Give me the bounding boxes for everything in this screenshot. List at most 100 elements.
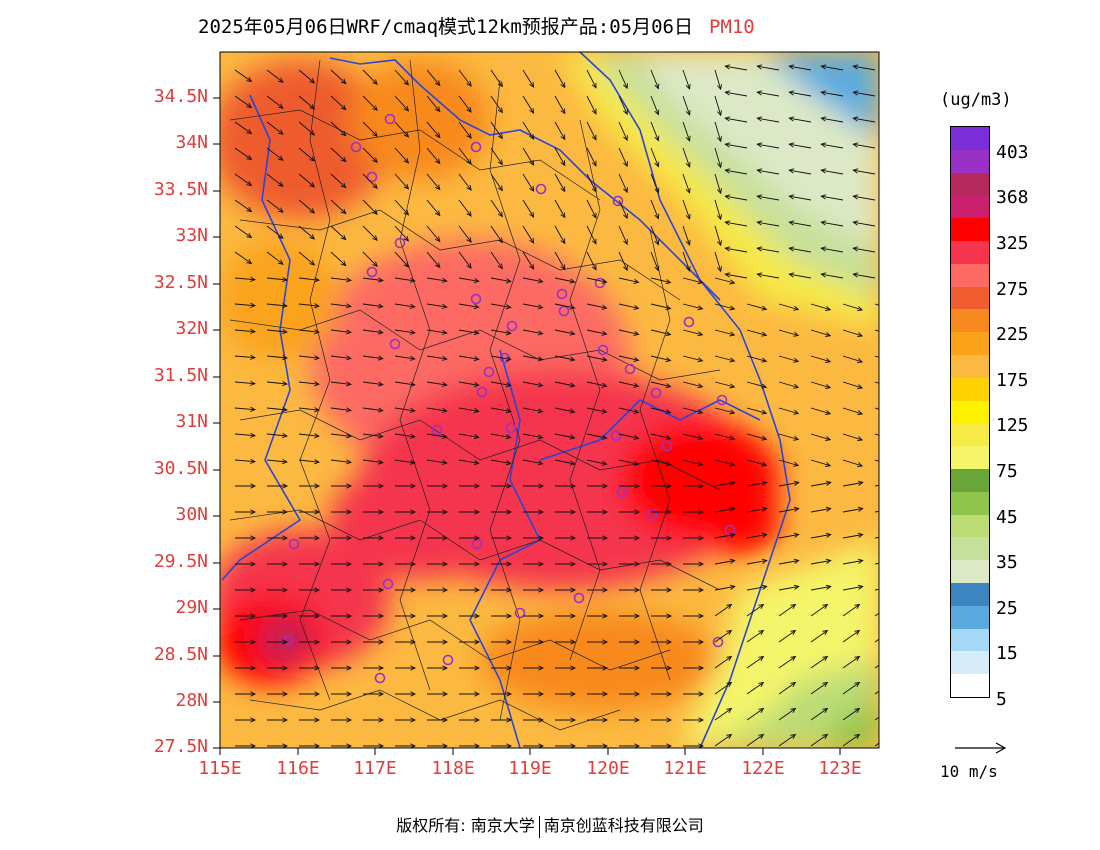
wind-arrow (554, 69, 566, 88)
wind-arrow-head (314, 355, 320, 361)
wind-arrow (874, 433, 879, 436)
wind-arrow-head (857, 358, 864, 364)
wind-arrow (650, 69, 659, 89)
wind-arrow (362, 121, 378, 137)
wind-arrow-head (473, 330, 480, 336)
wind-arrow-head (250, 561, 257, 567)
wind-arrow (842, 586, 863, 591)
wind-arrow-head (666, 587, 673, 593)
wind-arrow-head (340, 130, 347, 137)
wind-arrow-head (569, 330, 576, 336)
wind-arrow (714, 708, 732, 721)
wind-arrow (490, 95, 503, 113)
wind-arrow-head (537, 356, 544, 362)
wind-arrow-head (538, 743, 545, 748)
wind-arrow (362, 199, 378, 215)
wind-arrow (458, 277, 479, 282)
wind-arrow-head (654, 213, 660, 220)
wind-arrow-head (654, 109, 660, 116)
wind-arrow (586, 433, 607, 439)
wind-arrow-head (697, 435, 704, 441)
wind-arrow (682, 95, 691, 116)
wind-arrow (789, 195, 812, 201)
wind-arrow (682, 355, 703, 362)
wind-arrow (842, 734, 860, 747)
wind-arrow-head (282, 535, 289, 541)
wind-arrow-head (346, 587, 353, 593)
wind-arrow-head (410, 535, 417, 541)
wind-arrow (394, 95, 409, 112)
wind-arrow (458, 251, 472, 269)
wind-arrow (586, 459, 607, 465)
wind-arrow (554, 433, 575, 439)
wind-arrow-head (282, 665, 289, 671)
wind-arrow (554, 277, 575, 283)
wind-arrow-head (852, 272, 859, 278)
wind-arrow-head (435, 262, 441, 269)
wind-arrow-head (314, 691, 321, 697)
wind-arrow (714, 251, 722, 272)
wind-arrow-head (497, 211, 503, 218)
wind-arrow-head (822, 655, 829, 662)
wind-arrow (394, 225, 409, 242)
wind-arrow-head (729, 584, 736, 590)
lon-label: 115E (198, 758, 242, 779)
lat-label: 33N (175, 225, 208, 246)
wind-arrow-head (570, 717, 577, 723)
wind-arrow (522, 225, 534, 244)
wind-arrow (522, 303, 543, 309)
wind-arrow-head (282, 613, 289, 619)
wind-arrow (810, 355, 831, 363)
wind-arrow-head (346, 483, 353, 489)
wind-arrow-head (537, 330, 544, 336)
wind-arrow (821, 273, 844, 279)
wind-arrow (234, 433, 255, 437)
wind-arrow (874, 329, 879, 332)
wind-arrow-head (889, 437, 894, 441)
wind-arrow-head (378, 561, 385, 567)
wind-arrow (650, 199, 659, 219)
wind-arrow-head (698, 483, 705, 489)
wind-arrow-head (378, 665, 385, 671)
wind-arrow-head (761, 383, 768, 389)
wind-arrow-head (560, 134, 566, 141)
wind-arrow (426, 407, 447, 412)
wind-arrow-head (793, 532, 800, 538)
wind-arrow (714, 329, 735, 336)
wind-arrow (362, 407, 383, 412)
wind-arrow-head (729, 506, 736, 512)
wind-arrow (778, 534, 799, 539)
wind-arrow-head (666, 691, 673, 697)
wind-arrow (394, 303, 415, 308)
wind-arrow-head (538, 639, 545, 645)
wind-arrow-head (793, 584, 800, 590)
wind-arrow-head (697, 357, 704, 363)
wind-arrow-head (623, 135, 628, 142)
wind-arrow-head (538, 561, 545, 567)
wind-arrow-head (716, 162, 722, 169)
wind-arrow (810, 656, 828, 669)
wind-arrow-head (474, 691, 481, 697)
wind-arrow-head (602, 535, 609, 541)
wind-arrow-head (497, 159, 503, 166)
wind-arrow (522, 69, 534, 88)
wind-arrow-head (442, 509, 449, 515)
wind-arrow (874, 690, 879, 695)
wind-arrow-head (698, 691, 705, 697)
wind-arrow (842, 630, 860, 643)
wind-arrow (757, 221, 780, 227)
wind-arrow (330, 355, 351, 359)
wind-arrow-head (591, 108, 597, 115)
wind-arrow-head (250, 665, 257, 671)
wind-arrow-head (435, 132, 441, 139)
wind-arrow-head (403, 105, 410, 112)
legend-unit: (ug/m3) (940, 90, 1012, 110)
wind-arrow-head (854, 603, 861, 610)
wind-arrow (650, 225, 659, 245)
wind-arrow (362, 303, 383, 308)
wind-arrow (810, 630, 828, 643)
wind-arrow-head (314, 329, 320, 335)
wind-arrow (330, 173, 347, 188)
wind-arrow (746, 734, 764, 747)
wind-arrow-head (560, 238, 566, 245)
